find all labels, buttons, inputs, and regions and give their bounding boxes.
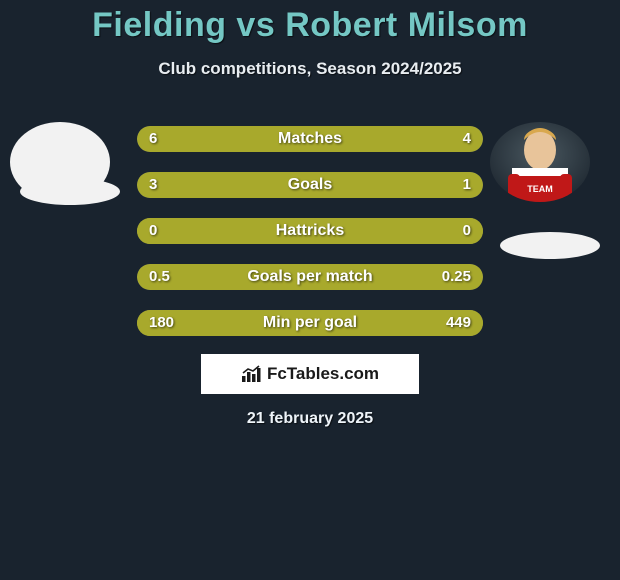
- branding-text: FcTables.com: [267, 364, 379, 384]
- page-subtitle: Club competitions, Season 2024/2025: [0, 59, 620, 79]
- svg-text:TEAM: TEAM: [527, 184, 553, 194]
- player-left-name-pill: [20, 178, 120, 205]
- stat-row: 0 Hattricks 0: [137, 218, 483, 244]
- stat-label: Goals: [137, 172, 483, 198]
- stat-label: Goals per match: [137, 264, 483, 290]
- branding-box: FcTables.com: [201, 354, 419, 394]
- stat-label: Min per goal: [137, 310, 483, 336]
- stat-value-right: 4: [463, 126, 471, 152]
- comparison-bars: 6 Matches 4 3 Goals 1 0 Hattricks 0 0.5 …: [137, 126, 483, 356]
- page-title: Fielding vs Robert Milsom: [0, 0, 620, 45]
- stat-row: 6 Matches 4: [137, 126, 483, 152]
- stat-label: Hattricks: [137, 218, 483, 244]
- stat-value-right: 1: [463, 172, 471, 198]
- stat-label: Matches: [137, 126, 483, 152]
- stat-row: 0.5 Goals per match 0.25: [137, 264, 483, 290]
- player-right-avatar: TEAM: [490, 122, 590, 202]
- stat-value-right: 0.25: [442, 264, 471, 290]
- stat-value-right: 449: [446, 310, 471, 336]
- stat-value-right: 0: [463, 218, 471, 244]
- stat-row: 180 Min per goal 449: [137, 310, 483, 336]
- stat-row: 3 Goals 1: [137, 172, 483, 198]
- bar-chart-icon: [241, 365, 263, 383]
- player-right-name-pill: [500, 232, 600, 259]
- footer-date: 21 february 2025: [0, 410, 620, 428]
